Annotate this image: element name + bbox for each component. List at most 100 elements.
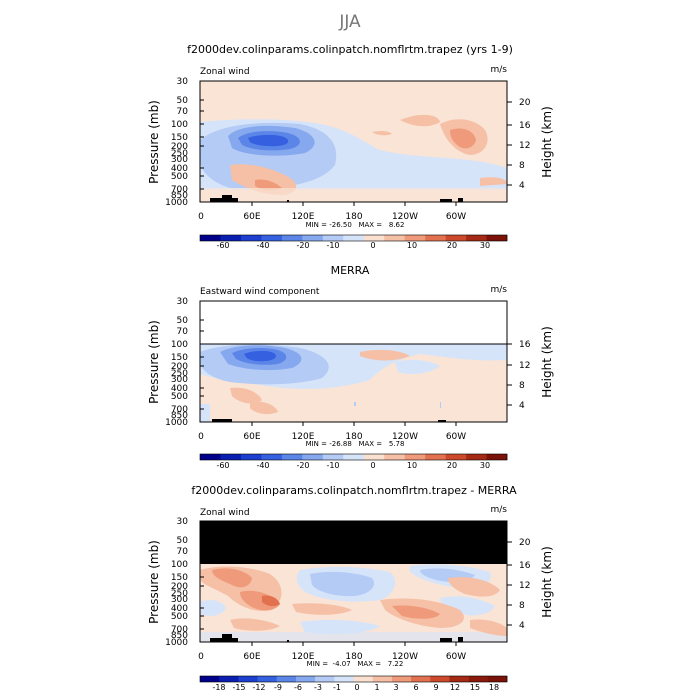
colorbar-swatch [240, 235, 262, 241]
cbar-3-label: -6 [294, 683, 302, 692]
colorbar-swatch [486, 235, 508, 241]
cbar-3-label: 1 [374, 683, 379, 692]
colorbar-swatch [411, 676, 431, 682]
cbar-1-label: -60 [216, 241, 229, 250]
colorbar-swatch [295, 676, 316, 682]
panel-2-height-ticks [507, 343, 512, 406]
panel-2-ytick: 50 [177, 316, 189, 326]
panel-1-htick: 20 [519, 98, 531, 108]
colorbar-swatch [276, 676, 297, 682]
colorbar-swatch [240, 454, 262, 460]
panel-2-ytick: 300 [171, 375, 188, 385]
panel-3-units: m/s [491, 505, 508, 515]
panel-2-xtick: 60E [243, 432, 260, 442]
colorbar-swatch [257, 676, 278, 682]
panel-3-htick: 20 [519, 538, 531, 548]
panel-1-y-axis: 30 50 70 100 150 200 250 300 400 500 700… [165, 77, 188, 208]
colorbar-swatch [372, 676, 393, 682]
panel-3-x-ticks [251, 642, 457, 646]
cbar-3-label: 9 [433, 683, 438, 692]
cbar-3-label: 18 [489, 683, 499, 692]
colorbar-swatch [261, 454, 283, 460]
colorbar-swatch [449, 676, 469, 682]
panel-1: f2000dev.colinparams.colinpatch.nomflrtm… [147, 43, 554, 250]
panel-1-ytick: 400 [171, 164, 188, 174]
cbar-3-label: 0 [354, 683, 359, 692]
cbar-2-label: -20 [296, 461, 309, 470]
panel-1-ytick: 250 [171, 149, 188, 159]
panel-3-ytick: 850 [171, 631, 188, 641]
panel-2-xtick: 0 [198, 432, 204, 442]
cbar-2-label: 0 [370, 461, 375, 470]
panel-2-ytick: 1000 [165, 418, 188, 428]
panel-2: MERRA Eastward wind component m/s 30 50 [147, 264, 554, 470]
panel-2-htick: 4 [519, 401, 525, 411]
panel-1-xtick: 120E [292, 212, 315, 222]
cbar-1-label: 0 [370, 241, 375, 250]
panel-3-y-ticks [200, 576, 204, 630]
panel-1-xtick: 60W [446, 212, 466, 222]
colorbar-swatch [238, 676, 258, 682]
panel-3-height-axis: 20 16 12 8 4 [519, 538, 531, 631]
panel-3-y-axis: 30 50 70 100 150 200 250 300 400 500 700… [165, 517, 188, 648]
cbar-1-label: -20 [296, 241, 309, 250]
colorbar-swatch [384, 235, 405, 241]
panel-1-ytick: 100 [171, 120, 188, 130]
panel-2-ytick: 250 [171, 369, 188, 379]
panel-3-htick: 4 [519, 621, 525, 631]
panel-3-title: f2000dev.colinparams.colinpatch.nomflrtm… [191, 484, 517, 497]
panel-1-units: m/s [491, 65, 508, 75]
colorbar-swatch [322, 454, 344, 460]
panel-2-y-ticks [200, 319, 204, 410]
panel-2-colorbar-labels: -60 -40 -20 -10 0 10 20 30 [216, 461, 490, 470]
panel-1-ytick: 50 [177, 96, 189, 106]
colorbar-swatch [220, 454, 242, 460]
colorbar-swatch [445, 454, 467, 460]
panel-1-ylabel-right: Height (km) [540, 106, 554, 177]
panel-3-xtick: 120W [392, 652, 418, 662]
panel-2-height-axis: 16 12 8 4 [519, 340, 531, 411]
colorbar-swatch [261, 235, 283, 241]
colorbar-swatch [445, 235, 467, 241]
colorbar-swatch [404, 235, 426, 241]
panel-3-ytick: 100 [171, 560, 188, 570]
panel-2-ytick: 200 [171, 362, 188, 372]
cbar-3-label: -15 [232, 683, 245, 692]
figure-title: JJA [338, 12, 361, 32]
panel-3-ytick: 250 [171, 589, 188, 599]
panel-2-xtick: 180 [345, 432, 362, 442]
panel-1-xtick: 120W [392, 212, 418, 222]
cbar-3-label: -3 [314, 683, 322, 692]
colorbar-swatch [281, 454, 303, 460]
colorbar-swatch [219, 676, 239, 682]
panel-1-htick: 4 [519, 181, 525, 191]
colorbar-swatch [343, 235, 365, 241]
panel-2-ytick: 700 [171, 405, 188, 415]
cbar-3-label: 15 [470, 683, 480, 692]
panel-1-htick: 8 [519, 161, 525, 171]
panel-2-left-label: Eastward wind component [200, 287, 320, 297]
colorbar-swatch [404, 454, 426, 460]
colorbar-swatch [466, 454, 487, 460]
panel-1-htick: 16 [519, 121, 531, 131]
panel-3-colorbar [199, 675, 508, 683]
panel-3-stats: MIN = -4.07 MAX = 7.22 [307, 660, 404, 668]
panel-2-ytick: 400 [171, 384, 188, 394]
panel-2-x-axis: 0 60E 120E 180 120W 60W [198, 432, 466, 442]
cbar-3-label: -18 [212, 683, 225, 692]
panel-1-height-ticks [507, 101, 512, 186]
cbar-3-label: -9 [274, 683, 282, 692]
panel-3-xtick: 60W [446, 652, 466, 662]
colorbar-swatch [200, 235, 221, 241]
panel-2-ylabel: Pressure (mb) [147, 320, 161, 404]
cbar-3-label: 12 [450, 683, 460, 692]
panel-2-colorbar [199, 453, 508, 461]
cbar-2-label: -60 [216, 461, 229, 470]
colorbar-border [199, 453, 508, 461]
panel-3-plot-area [200, 521, 507, 642]
panel-1-ytick: 200 [171, 142, 188, 152]
panel-2-htick: 12 [519, 361, 530, 371]
panel-1-ytick: 500 [171, 172, 188, 182]
panel-1-colorbar-labels: -60 -40 -20 -10 0 10 20 30 [216, 241, 490, 250]
